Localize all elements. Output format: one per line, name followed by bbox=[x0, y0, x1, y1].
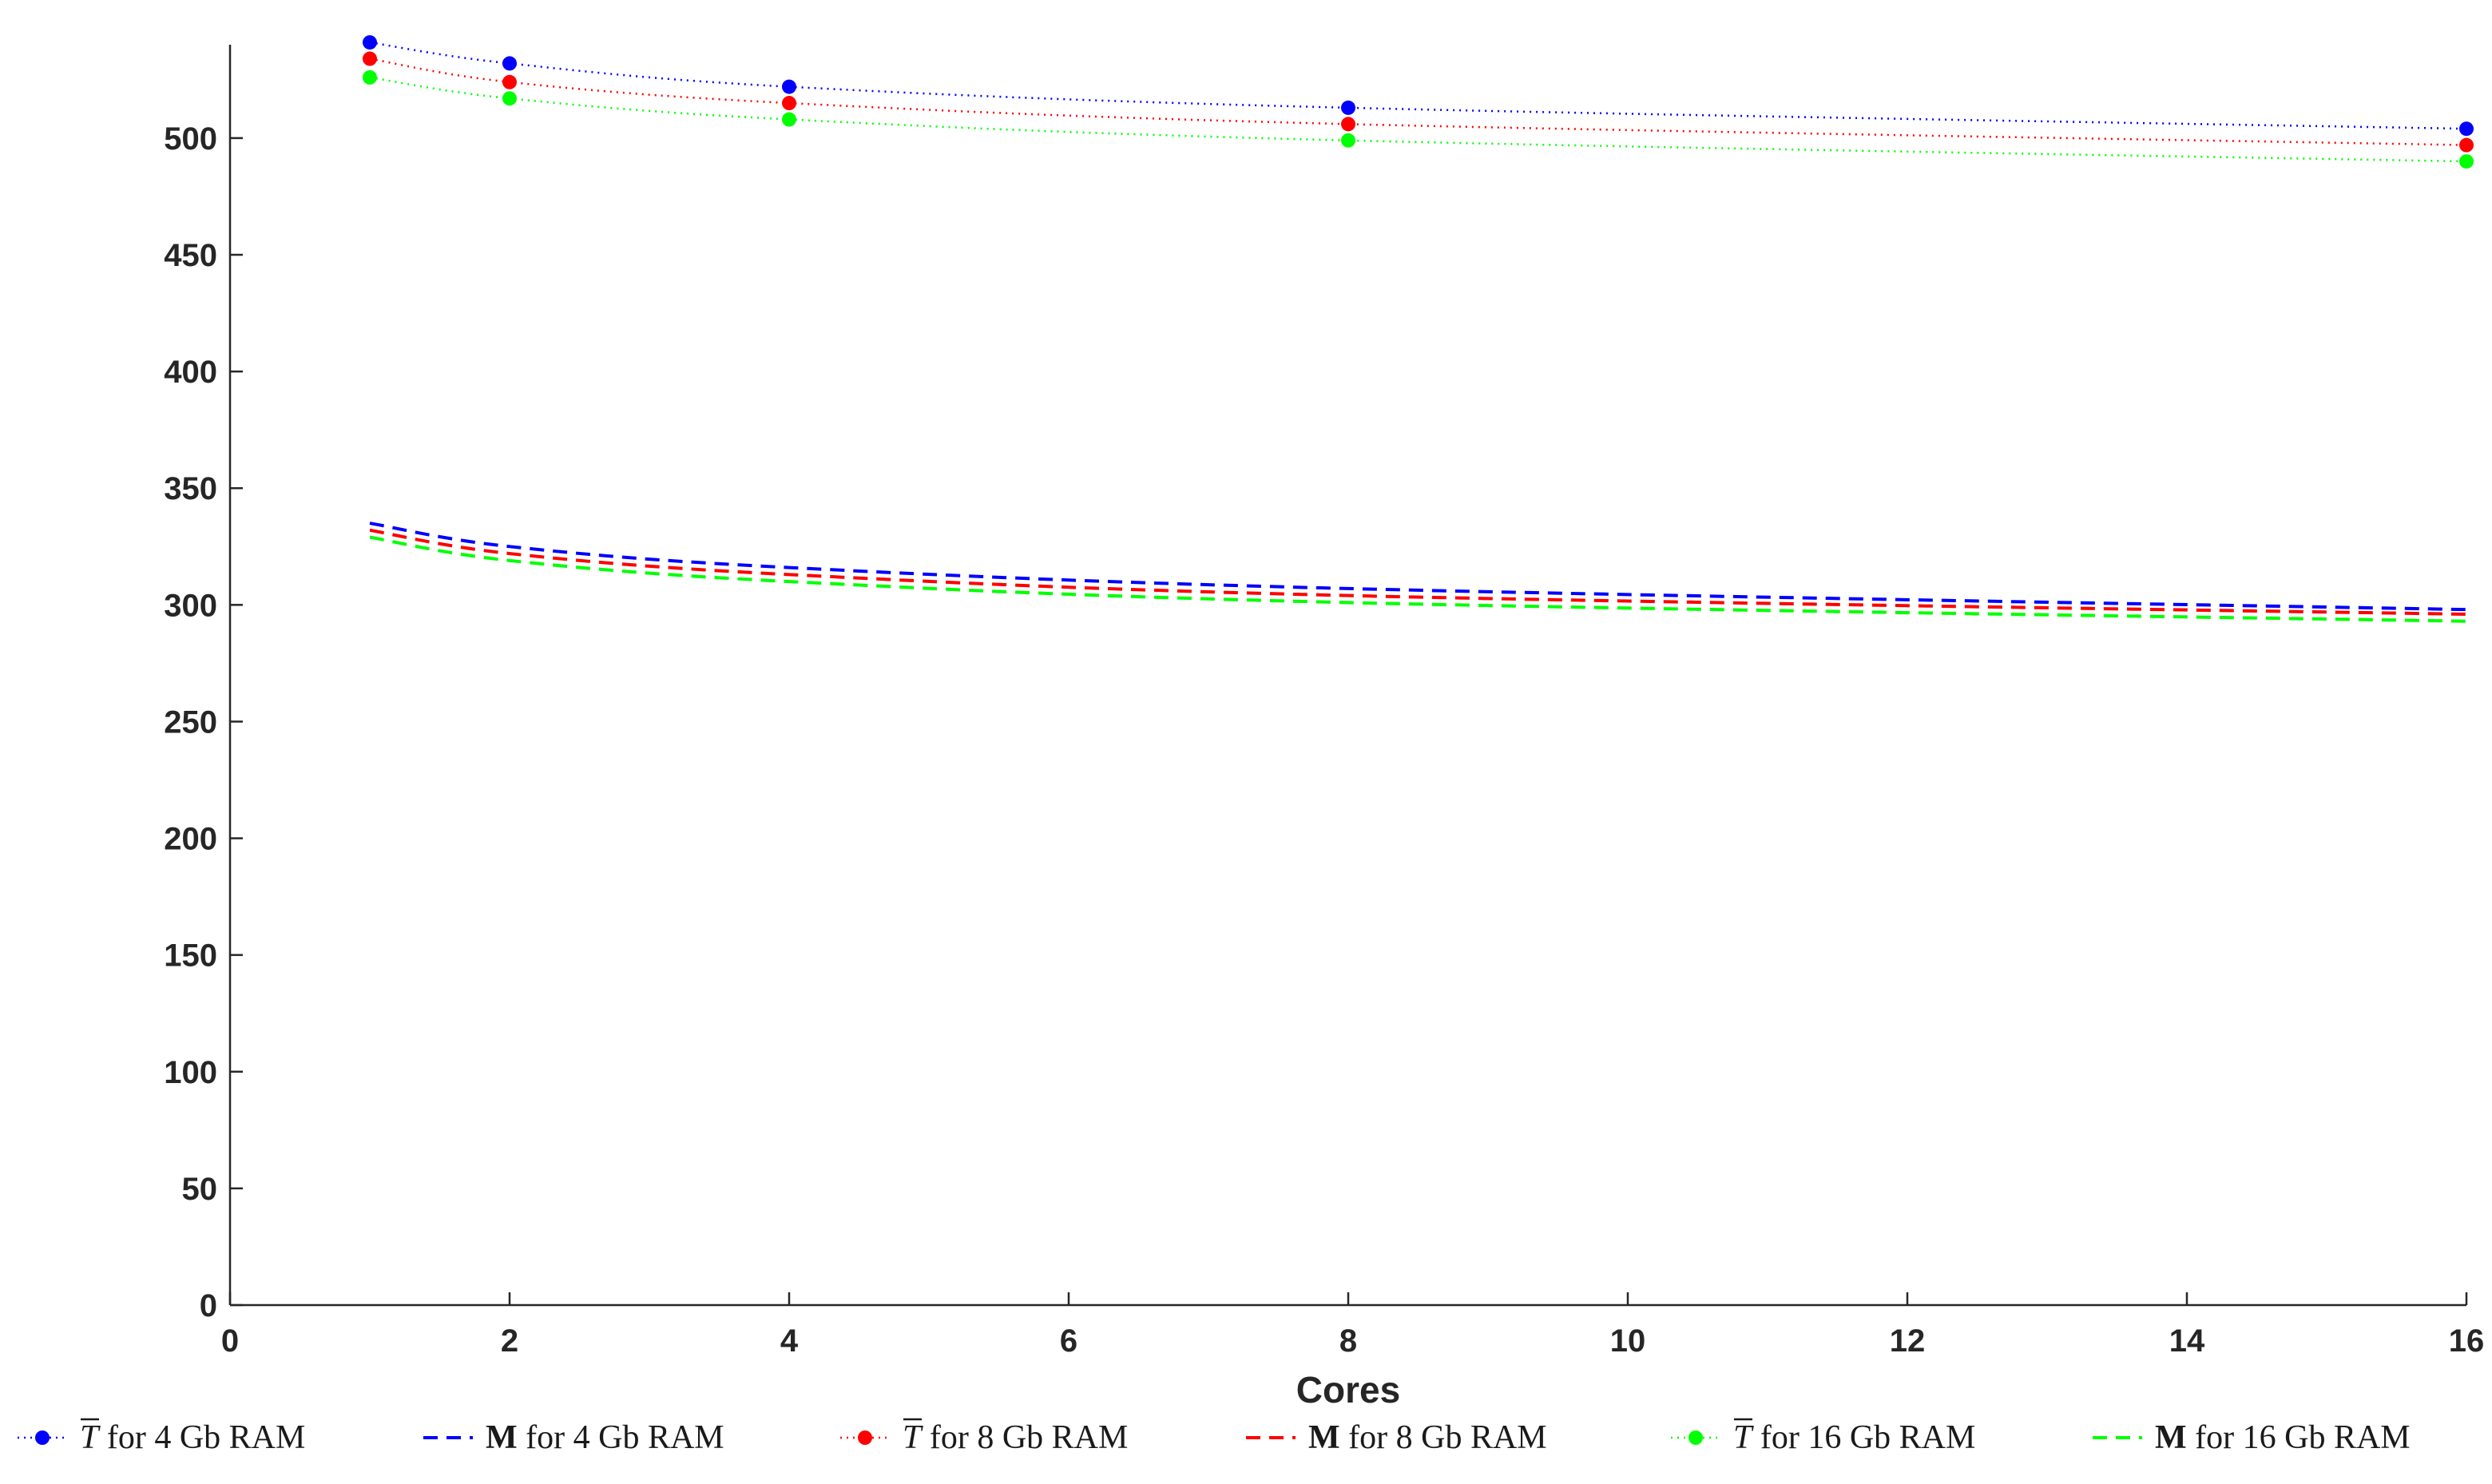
data-point bbox=[782, 79, 796, 94]
series-line bbox=[369, 41, 2467, 130]
y-tick-label: 350 bbox=[164, 471, 217, 506]
legend-item: T for 8 Gb RAM bbox=[840, 1418, 1128, 1456]
series-0 bbox=[363, 35, 2474, 137]
x-tick-label: 16 bbox=[2449, 1323, 2485, 1359]
y-tick-label: 100 bbox=[164, 1055, 217, 1090]
legend-symbol: T bbox=[80, 1419, 101, 1456]
legend-marker bbox=[35, 1430, 50, 1445]
legend-symbol: T bbox=[1733, 1419, 1754, 1456]
axes: 0 2 4 6 8 10 12 14 16 0 50 100 150 200 250 300 350 400 450… bbox=[164, 45, 2484, 1411]
series-5 bbox=[369, 535, 2467, 623]
data-point bbox=[363, 69, 377, 85]
legend-label: M for 4 Gb RAM bbox=[486, 1419, 724, 1456]
legend-item: T for 16 Gb RAM bbox=[1671, 1418, 1975, 1456]
data-point bbox=[782, 96, 796, 111]
x-tick-label: 12 bbox=[1890, 1323, 1926, 1359]
series-line bbox=[369, 76, 2467, 163]
series-1 bbox=[369, 522, 2467, 612]
data-point bbox=[1341, 100, 1355, 115]
legend-item: M for 4 Gb RAM bbox=[423, 1419, 724, 1456]
legend-rest: for 16 Gb RAM bbox=[1752, 1419, 1975, 1456]
legend-symbol: T bbox=[903, 1419, 923, 1456]
legend-rest: for 4 Gb RAM bbox=[518, 1419, 724, 1456]
y-tick-label: 250 bbox=[164, 704, 217, 740]
series-line bbox=[369, 535, 2467, 623]
series-layer bbox=[363, 35, 2474, 623]
legend-item: M for 16 Gb RAM bbox=[2093, 1419, 2411, 1456]
legend-label: T for 16 Gb RAM bbox=[1733, 1419, 1975, 1456]
x-tick-label: 6 bbox=[1060, 1323, 1077, 1359]
legend-rest: for 4 Gb RAM bbox=[98, 1419, 305, 1456]
data-point bbox=[502, 74, 517, 89]
series-2 bbox=[363, 51, 2474, 153]
x-axis-label: Cores bbox=[1296, 1369, 1400, 1411]
data-point bbox=[2459, 154, 2474, 169]
series-3 bbox=[369, 528, 2467, 617]
legend-label: M for 8 Gb RAM bbox=[1308, 1419, 1547, 1456]
data-point bbox=[1341, 133, 1355, 148]
y-tick-label: 400 bbox=[164, 355, 217, 390]
y-tick-label: 150 bbox=[164, 938, 217, 974]
legend-label: M for 16 Gb RAM bbox=[2155, 1419, 2411, 1456]
series-line bbox=[369, 58, 2467, 146]
data-point bbox=[363, 51, 377, 66]
data-point bbox=[502, 91, 517, 106]
legend-rest: for 8 Gb RAM bbox=[1340, 1419, 1547, 1456]
legend-symbol: M bbox=[486, 1419, 518, 1456]
x-tick-label: 0 bbox=[221, 1323, 239, 1359]
data-point bbox=[502, 56, 517, 71]
y-tick-label: 450 bbox=[164, 238, 217, 273]
x-tick-label: 8 bbox=[1339, 1323, 1357, 1359]
x-tick-label: 10 bbox=[1610, 1323, 1646, 1359]
legend-item: M for 8 Gb RAM bbox=[1246, 1419, 1547, 1456]
legend-marker bbox=[858, 1430, 872, 1445]
legend: T for 4 Gb RAM M for 4 Gb RAM T for 8 Gb R… bbox=[18, 1418, 2411, 1456]
legend-symbol: M bbox=[2155, 1419, 2187, 1456]
data-point bbox=[1341, 117, 1355, 132]
x-tick-label: 2 bbox=[501, 1323, 518, 1359]
y-tick-label: 50 bbox=[182, 1172, 218, 1207]
data-point bbox=[2459, 121, 2474, 137]
x-tick-label: 4 bbox=[780, 1323, 799, 1359]
legend-rest: for 16 Gb RAM bbox=[2187, 1419, 2411, 1456]
y-tick-label: 200 bbox=[164, 822, 217, 857]
y-tick-label: 300 bbox=[164, 588, 217, 623]
data-point bbox=[2459, 137, 2474, 153]
data-point bbox=[363, 35, 377, 50]
legend-marker bbox=[1688, 1430, 1703, 1445]
legend-rest: for 8 Gb RAM bbox=[921, 1419, 1128, 1456]
y-tick-label: 0 bbox=[200, 1288, 217, 1323]
data-point bbox=[782, 112, 796, 127]
legend-item: T for 4 Gb RAM bbox=[18, 1418, 305, 1456]
x-tick-label: 14 bbox=[2169, 1323, 2205, 1359]
legend-symbol: M bbox=[1308, 1419, 1340, 1456]
y-tick-label: 500 bbox=[164, 121, 217, 157]
series-line bbox=[369, 522, 2467, 612]
legend-label: T for 4 Gb RAM bbox=[80, 1419, 305, 1456]
series-line bbox=[369, 528, 2467, 617]
series-4 bbox=[363, 69, 2474, 169]
legend-label: T for 8 Gb RAM bbox=[903, 1419, 1128, 1456]
